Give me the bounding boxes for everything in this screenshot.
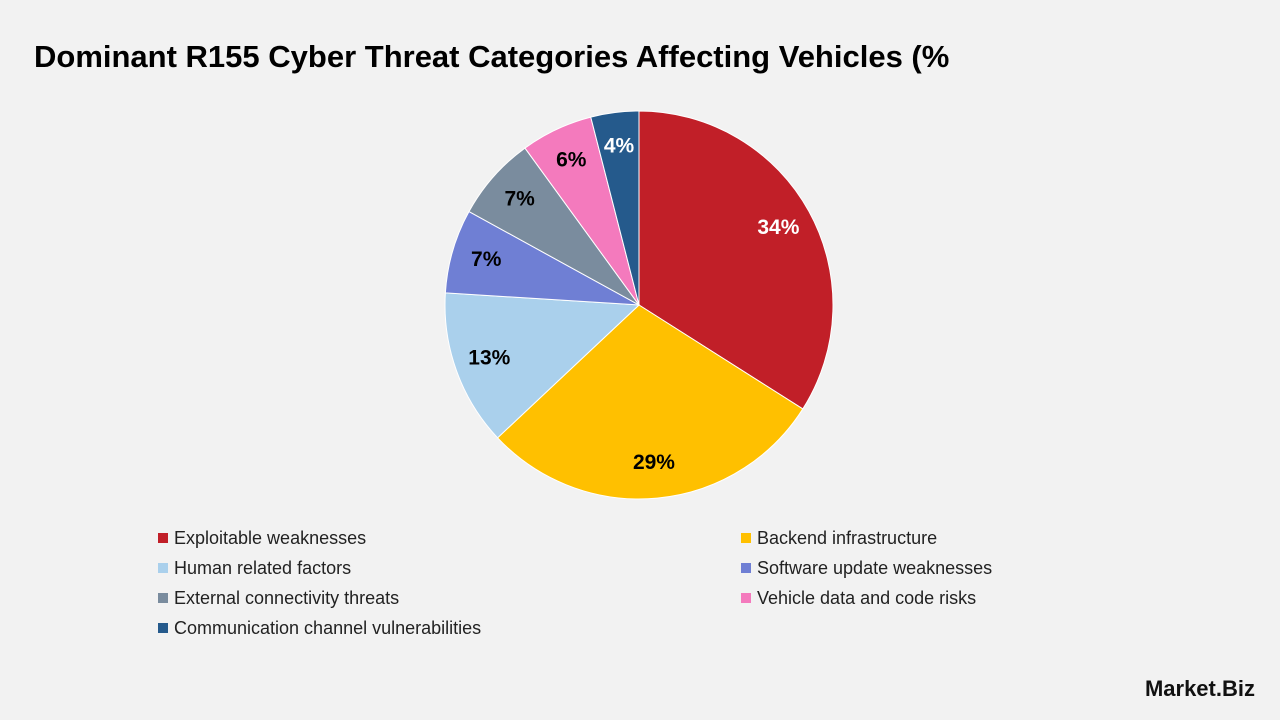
legend-swatch — [741, 533, 751, 543]
legend-label: Backend infrastructure — [757, 528, 937, 548]
legend-label: Human related factors — [174, 558, 351, 578]
pie-slice — [444, 292, 641, 439]
data-label: 6% — [556, 149, 587, 172]
legend-label: Communication channel vulnerabilities — [174, 618, 481, 638]
legend-label: Software update weaknesses — [757, 558, 992, 578]
data-label: 13% — [468, 346, 510, 369]
data-label: 34% — [757, 216, 799, 239]
pie-slice — [590, 110, 640, 306]
legend-swatch — [158, 593, 168, 603]
legend-swatch — [158, 533, 168, 543]
pie-slice — [496, 304, 804, 500]
legend-label: Vehicle data and code risks — [757, 588, 976, 608]
brand-logo: Market.Biz — [1145, 676, 1255, 701]
legend-swatch — [158, 623, 168, 633]
legend-swatch — [741, 593, 751, 603]
legend-swatch — [741, 563, 751, 573]
data-label: 4% — [604, 135, 635, 158]
legend-label: Exploitable weaknesses — [174, 528, 366, 548]
legend-label: External connectivity threats — [174, 588, 399, 608]
data-label: 7% — [471, 248, 502, 271]
data-label: 7% — [504, 187, 535, 210]
chart-title: Dominant R155 Cyber Threat Categories Af… — [34, 39, 949, 74]
pie-slice — [638, 110, 834, 410]
data-label: 29% — [633, 451, 675, 474]
legend-swatch — [158, 563, 168, 573]
